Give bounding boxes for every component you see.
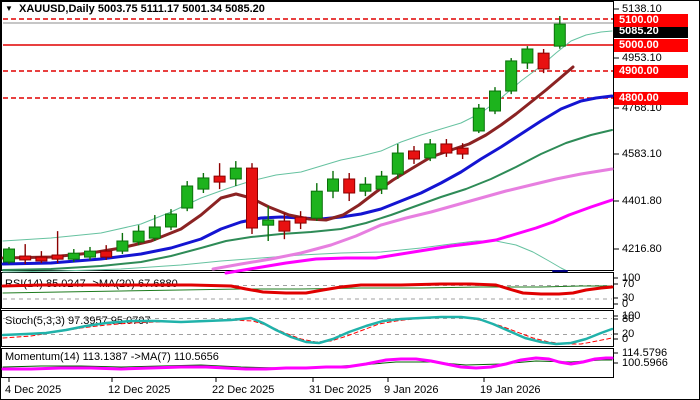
close-value: 5085.20 (225, 3, 265, 15)
chart-title-bar: ▼ XAUUSD,Daily 5003.75 5111.17 5001.34 5… (5, 3, 265, 15)
stoch-scale-label: 20 (622, 328, 635, 340)
date-axis-label: 19 Jan 2026 (480, 384, 541, 396)
price-scale-label: 4216.80 (622, 243, 662, 255)
symbol-dropdown-icon[interactable]: ▼ (5, 4, 13, 13)
price-level-badge: 5000.00 (614, 38, 688, 52)
price-scale-label: 4953.10 (622, 52, 662, 64)
stoch-scale-label: 0 (622, 333, 629, 345)
price-level-badge: 4800.00 (614, 91, 688, 105)
price-level-badge: 5100.00 (614, 13, 688, 27)
price-scale-label: 4583.10 (622, 148, 662, 160)
stoch-scale-label: 100 (622, 310, 641, 322)
high-value: 5111.17 (140, 3, 180, 15)
rsi-scale-label: 30 (622, 292, 635, 304)
stoch-scale-label: 80 (622, 313, 635, 325)
price-scale-label: 4768.10 (622, 102, 662, 114)
rsi-scale-label: 0 (622, 298, 629, 310)
momentum-scale-label: 114.5796 (622, 347, 668, 359)
stoch-label: Stoch(5,3,3) 97.3957 95.0797 (5, 315, 151, 327)
date-axis-label: 31 Dec 2025 (309, 384, 372, 396)
momentum-label: Momentum(14) 113.1387 ->MA(7) 110.5656 (5, 351, 219, 363)
price-scale-label: 4401.80 (622, 195, 662, 207)
rsi-scale-label: 100 (622, 272, 641, 284)
rsi-label: RSI(14) 85.0247 ->MA(20) 67.6880 (5, 278, 178, 290)
low-value: 5001.34 (182, 3, 223, 15)
date-axis-label: 9 Jan 2026 (384, 384, 439, 396)
symbol-label: XAUUSD,Daily (18, 3, 95, 15)
momentum-scale-label: 100.5966 (622, 357, 668, 369)
current-price-badge: 5085.20 (614, 24, 688, 38)
date-axis-label: 12 Dec 2025 (108, 384, 171, 396)
rsi-scale-label: 70 (622, 278, 635, 290)
open-value: 5003.75 (97, 3, 138, 15)
date-axis-label: 4 Dec 2025 (5, 384, 62, 396)
price-scale-label: 5138.10 (622, 3, 662, 15)
price-level-badge: 4900.00 (614, 64, 688, 78)
date-axis-label: 22 Dec 2025 (212, 384, 275, 396)
main-chart-area[interactable] (1, 1, 614, 271)
